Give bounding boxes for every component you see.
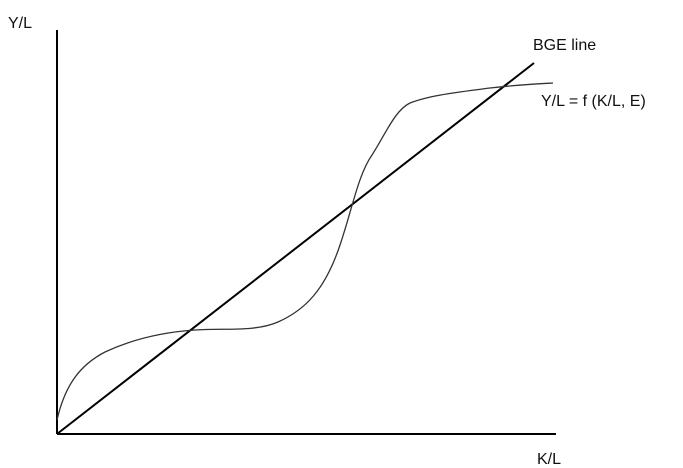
x-axis-label: K/L	[537, 451, 561, 468]
y-axis-label: Y/L	[8, 15, 32, 32]
production-function-curve	[56, 82, 554, 421]
bge-line-label: BGE line	[533, 37, 596, 54]
curve-label: Y/L = f (K/L, E)	[541, 93, 646, 110]
bge-line	[56, 62, 535, 435]
